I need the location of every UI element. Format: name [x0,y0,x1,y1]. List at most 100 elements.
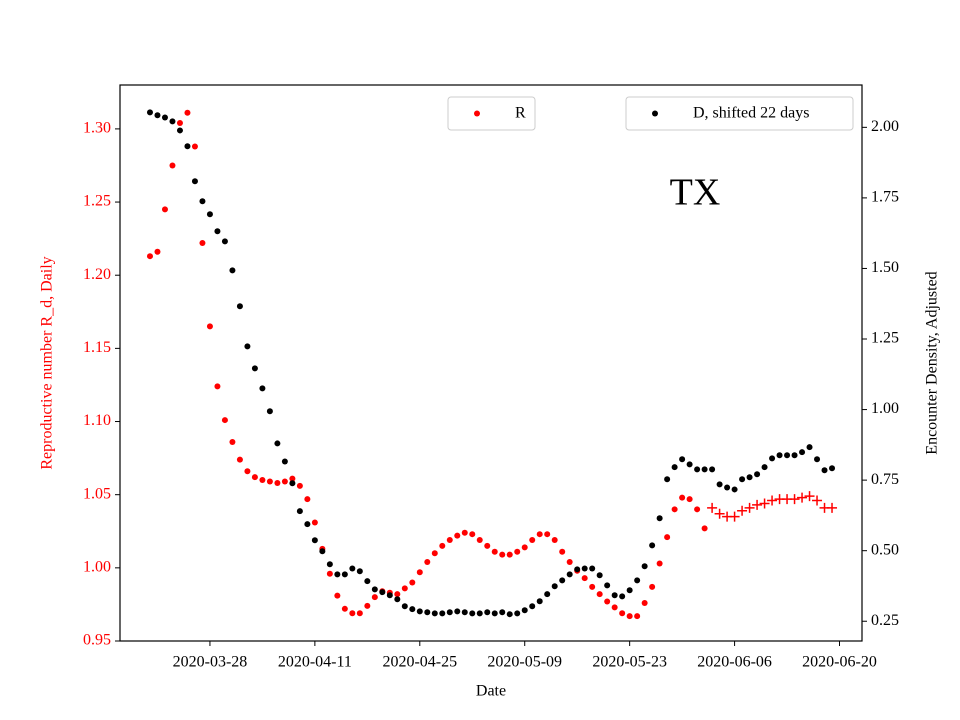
dot-marker [161,206,168,213]
dot-marker [611,592,618,599]
legend-label: D, shifted 22 days [693,105,809,122]
dot-marker [409,606,416,613]
dot-marker [446,537,453,544]
dot-marker [364,602,371,609]
dot-marker [259,477,266,484]
plus-marker [827,502,838,513]
dot-marker [641,563,648,570]
dot-marker [799,449,806,456]
plus-marker [812,495,823,506]
dot-marker [431,610,438,617]
plus-marker [714,508,725,519]
dot-marker [401,585,408,592]
dot-marker [551,583,558,590]
dot-marker [769,455,776,462]
legend-box [447,96,536,131]
x-axis-label: Date [476,683,506,700]
dot-marker [469,610,476,617]
dot-marker [296,482,303,489]
dot-marker [214,383,221,390]
dot-marker [349,565,356,572]
dot-marker [506,551,513,558]
dot-marker [731,486,738,493]
legend-label: R [515,105,526,122]
dot-marker [326,570,333,577]
dot-marker [446,609,453,616]
dot-marker [604,582,611,589]
dot-marker [499,609,506,616]
dot-marker [304,521,311,528]
legend-marker [474,110,480,117]
y2-tick-label: 0.50 [871,541,899,558]
dot-marker [551,537,558,544]
plus-marker [752,499,763,510]
dot-marker [574,566,581,573]
y2-tick-label: 2.00 [871,118,899,135]
dot-marker [476,610,483,617]
dot-marker [259,385,266,392]
dot-marker [746,474,753,481]
dot-marker [454,532,461,539]
dot-marker [401,603,408,610]
dot-marker [566,571,573,578]
dot-marker [236,456,243,463]
dot-marker [439,542,446,549]
plot-frame [119,84,863,642]
dot-marker [371,594,378,601]
plus-marker [767,495,778,506]
dot-marker [394,591,401,598]
dot-marker [424,558,431,565]
dot-marker [154,112,161,119]
dot-marker [274,440,281,447]
x-tick-label: 2020-06-06 [697,654,772,671]
dot-marker [559,577,566,584]
plus-marker [804,491,815,502]
dot-marker [341,571,348,578]
dot-marker [274,479,281,486]
dot-marker [356,568,363,575]
dot-marker [521,544,528,551]
x-tick-label: 2020-04-11 [278,654,352,671]
dot-marker [311,519,318,526]
dot-marker [626,587,633,594]
dot-marker [814,456,821,463]
dot-marker [334,571,341,578]
dot-marker [169,162,176,169]
dot-marker [701,466,708,473]
dot-marker [754,471,761,478]
dot-marker [694,466,701,473]
dot-marker [581,575,588,582]
dot-marker [176,127,183,134]
dot-marker [199,198,206,205]
plus-marker [744,502,755,513]
y-tick-label: 0.95 [83,632,111,649]
dot-marker [544,531,551,538]
y2-tick-label: 1.75 [871,189,899,206]
dot-marker [206,211,213,218]
dot-marker [611,604,618,611]
dot-marker [394,596,401,603]
dot-marker [431,550,438,557]
dot-marker [656,515,663,522]
dot-marker [664,476,671,483]
dot-marker [499,551,506,558]
dot-marker [679,494,686,501]
dot-marker [596,572,603,579]
dot-marker [619,593,626,600]
dot-marker [461,609,468,616]
plus-marker [707,502,718,513]
dot-marker [694,506,701,513]
y-tick-label: 1.10 [83,412,111,429]
dot-marker [514,610,521,617]
dot-marker [596,591,603,598]
dot-marker [161,114,168,121]
dot-marker [386,592,393,599]
dot-marker [424,609,431,616]
dot-marker [349,610,356,617]
dot-marker [184,143,191,150]
dot-marker [664,534,671,541]
dot-marker [634,613,641,620]
dot-marker [371,586,378,593]
plus-marker [737,505,748,516]
